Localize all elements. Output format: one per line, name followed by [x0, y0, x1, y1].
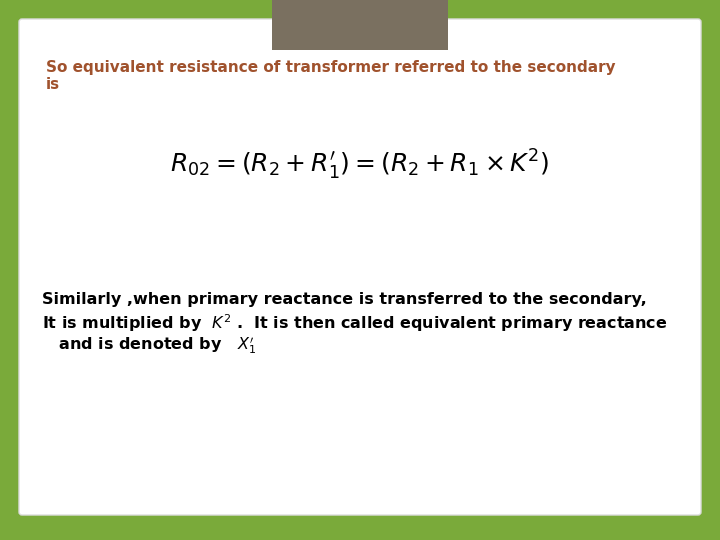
FancyBboxPatch shape: [19, 19, 701, 515]
Text: It is multiplied by  $K^2$ .  It is then called equivalent primary reactance: It is multiplied by $K^2$ . It is then c…: [42, 312, 667, 334]
Text: So equivalent resistance of transformer referred to the secondary: So equivalent resistance of transformer …: [46, 60, 616, 75]
Text: $R_{02} = (R_2 + R_1^{\prime}) = (R_2 + R_1 \times K^2)$: $R_{02} = (R_2 + R_1^{\prime}) = (R_2 + …: [171, 148, 549, 182]
FancyBboxPatch shape: [272, 0, 448, 50]
Text: is: is: [46, 77, 60, 92]
Text: Similarly ,when primary reactance is transferred to the secondary,: Similarly ,when primary reactance is tra…: [42, 292, 647, 307]
Text: and is denoted by   $X_1^{\prime}$: and is denoted by $X_1^{\prime}$: [42, 334, 256, 356]
